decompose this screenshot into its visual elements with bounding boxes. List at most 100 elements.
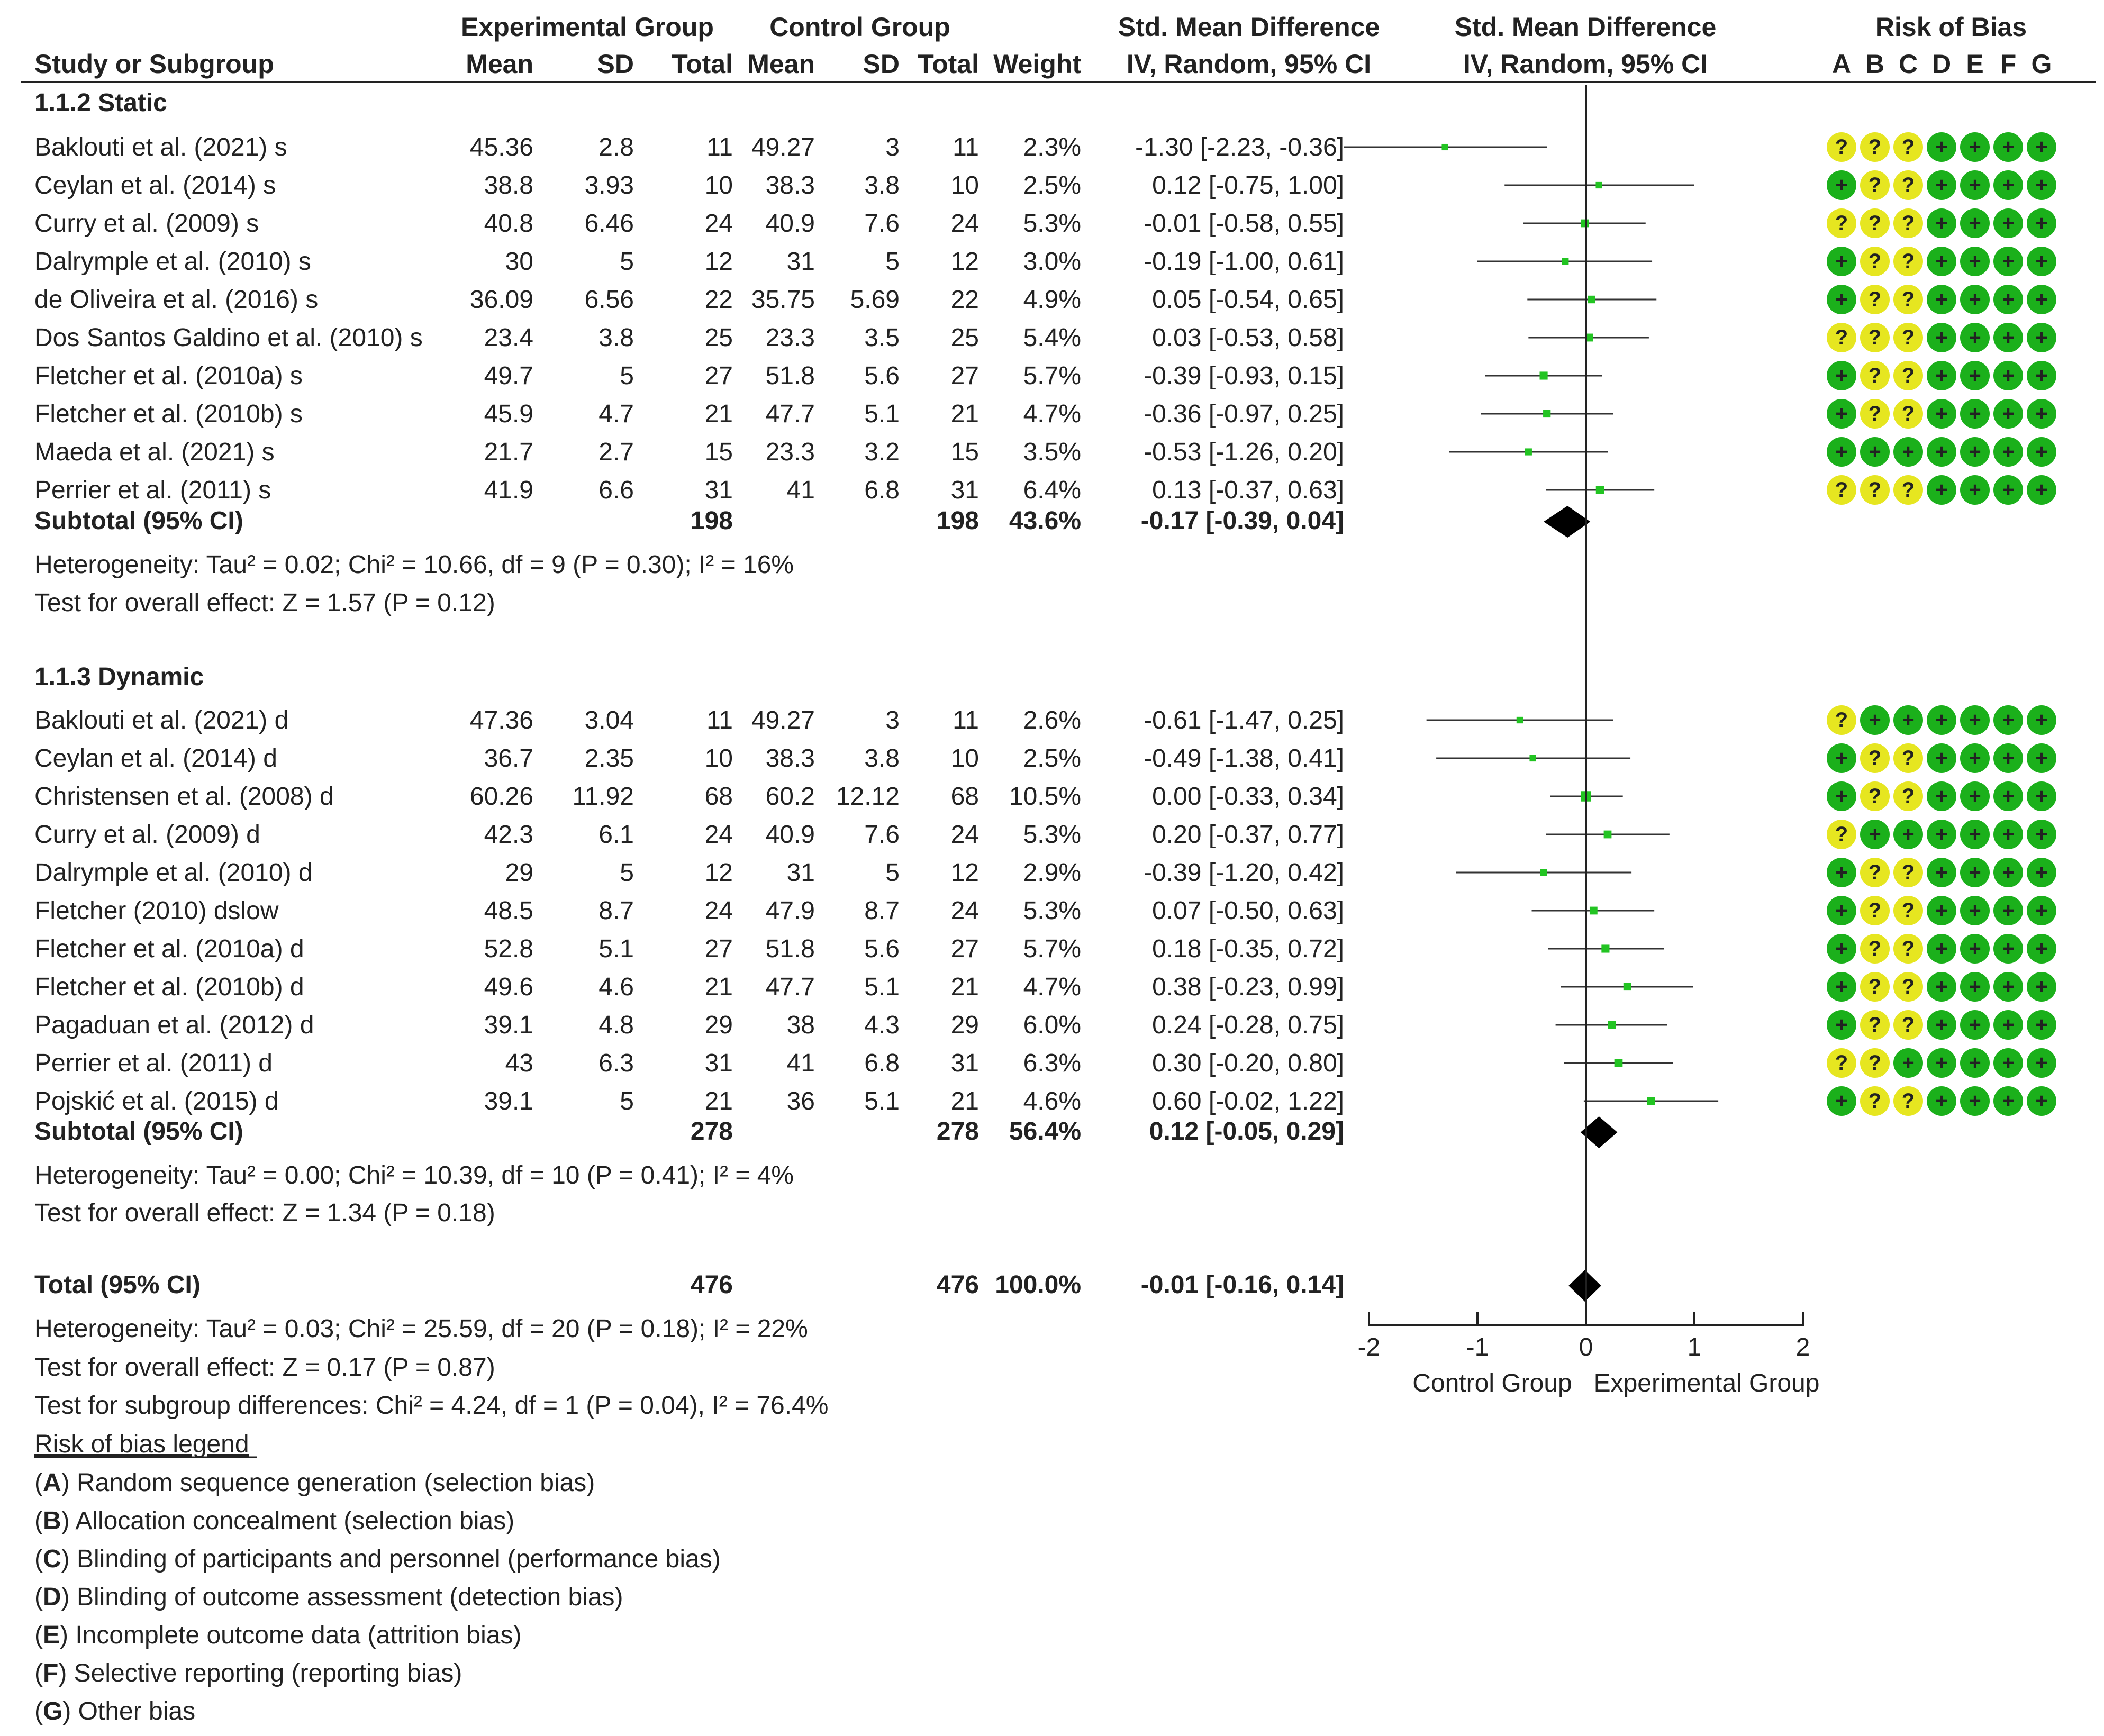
rob-symbol: + (1835, 440, 1847, 463)
rob-low-risk-icon (1827, 972, 1856, 1002)
ctrl-sd: 7.6 (864, 210, 900, 238)
rob-symbol: ? (1902, 288, 1915, 311)
rob-low-risk-icon (1827, 437, 1856, 467)
exp-sd: 5 (620, 859, 634, 887)
footer-subgroup-differences: Test for subgroup differences: Chi² = 4.… (34, 1392, 828, 1420)
rob-unclear-risk-icon (1860, 1086, 1890, 1116)
rob-low-risk-icon (1927, 437, 1956, 467)
exp-sd: 3.93 (585, 171, 634, 199)
exp-total: 22 (705, 286, 733, 314)
rob-symbol: + (1935, 212, 1947, 235)
rob-symbol: ? (1869, 861, 1881, 884)
rob-low-risk-icon (1960, 1010, 1990, 1040)
study-weight: 6.3% (1023, 1049, 1081, 1077)
exp-sd: 8.7 (598, 897, 634, 925)
exp-mean: 48.5 (484, 897, 533, 925)
rob-unclear-risk-icon (1893, 399, 1923, 429)
header-mean-ctrl: Mean (747, 49, 815, 79)
rob-unclear-risk-icon (1860, 399, 1890, 429)
rob-symbol: ? (1869, 326, 1881, 349)
ctrl-total: 68 (951, 783, 979, 811)
rob-symbol: + (1969, 402, 1981, 425)
exp-mean: 47.36 (470, 706, 533, 734)
rob-symbol: + (1835, 899, 1847, 922)
total-weight: 100.0% (995, 1271, 1081, 1299)
rob-low-risk-icon (1993, 1048, 2023, 1078)
rob-low-risk-icon (1993, 399, 2023, 429)
header-total-ctrl: Total (918, 49, 979, 79)
rob-symbol: ? (1869, 288, 1881, 311)
exp-mean: 60.26 (470, 783, 533, 811)
rob-low-risk-icon (1993, 475, 2023, 505)
rob-symbol: + (1969, 747, 1981, 770)
rob-unclear-risk-icon (1827, 475, 1856, 505)
rob-symbol: + (1835, 174, 1847, 197)
ctrl-sd: 8.7 (864, 897, 900, 925)
study-ci: -0.39 [-0.93, 0.15] (1144, 362, 1344, 390)
exp-total: 24 (705, 821, 733, 849)
ctrl-total: 21 (951, 400, 979, 428)
study-weight: 4.7% (1023, 400, 1081, 428)
study-weight: 5.4% (1023, 324, 1081, 352)
exp-total: 29 (705, 1011, 733, 1039)
rob-legend-item: (D) Blinding of outcome assessment (dete… (34, 1583, 623, 1611)
rob-low-risk-icon (1960, 705, 1990, 735)
ctrl-total: 21 (951, 1087, 979, 1115)
rob-symbol: + (2002, 250, 2014, 273)
rob-low-risk-icon (1927, 361, 1956, 390)
exp-total: 10 (705, 744, 733, 772)
rob-symbol: + (2035, 708, 2047, 732)
rob-symbol: + (1969, 250, 1981, 273)
heterogeneity-text: Heterogeneity: Tau² = 0.00; Chi² = 10.39… (34, 1161, 794, 1189)
rob-symbol: ? (1869, 478, 1881, 502)
effect-point (1516, 716, 1523, 724)
study-name: Ceylan et al. (2014) s (34, 171, 276, 199)
subtotal-label: Subtotal (95% CI) (34, 507, 243, 535)
study-weight: 5.7% (1023, 935, 1081, 963)
rob-symbol: ? (1869, 975, 1881, 998)
study-ci: -0.19 [-1.00, 0.61] (1144, 248, 1344, 276)
header-effect-title-plot: Std. Mean Difference (1455, 12, 1717, 42)
rob-low-risk-icon (2027, 247, 2056, 276)
ctrl-mean: 49.27 (751, 706, 815, 734)
rob-low-risk-icon (1827, 170, 1856, 200)
x-tick-label: -2 (1358, 1333, 1381, 1361)
study-name: Baklouti et al. (2021) s (34, 133, 287, 161)
rob-low-risk-icon (1993, 247, 2023, 276)
study-ci: 0.18 [-0.35, 0.72] (1152, 935, 1344, 963)
x-tick-label: -1 (1466, 1333, 1489, 1361)
exp-mean: 41.9 (484, 476, 533, 504)
study-name: Perrier et al. (2011) d (34, 1049, 273, 1077)
exp-mean: 43 (505, 1049, 533, 1077)
study-weight: 2.5% (1023, 744, 1081, 772)
exp-mean: 36.7 (484, 744, 533, 772)
rob-unclear-risk-icon (1860, 1048, 1890, 1078)
subtotal-diamond (1580, 1116, 1618, 1148)
rob-low-risk-icon (1960, 208, 1990, 238)
rob-symbol: + (2035, 861, 2047, 884)
exp-sd: 5 (620, 1087, 634, 1115)
rob-low-risk-icon (1960, 972, 1990, 1002)
rob-symbol: + (1869, 823, 1881, 846)
ctrl-sd: 3 (885, 133, 900, 161)
header-effect-title: Std. Mean Difference (1118, 12, 1380, 42)
rob-low-risk-icon (1927, 934, 1956, 964)
study-ci: -1.30 [-2.23, -0.36] (1135, 133, 1344, 161)
rob-low-risk-icon (1927, 781, 1956, 811)
rob-unclear-risk-icon (1893, 361, 1923, 390)
rob-symbol: + (2002, 1051, 2014, 1075)
rob-symbol: + (1969, 861, 1981, 884)
rob-low-risk-icon (1993, 705, 2023, 735)
rob-unclear-risk-icon (1860, 972, 1890, 1002)
header-total-exp: Total (672, 49, 733, 79)
rob-low-risk-icon (1993, 896, 2023, 925)
ctrl-total: 10 (951, 744, 979, 772)
rob-unclear-risk-icon (1827, 820, 1856, 849)
axis-right-label: Experimental Group (1594, 1369, 1820, 1397)
rob-low-risk-icon (1960, 132, 1990, 162)
rob-symbol: + (2002, 135, 2014, 159)
ctrl-total: 12 (951, 248, 979, 276)
effect-point (1647, 1097, 1655, 1105)
rob-symbol: + (2002, 708, 2014, 732)
rob-symbol: + (1969, 937, 1981, 960)
